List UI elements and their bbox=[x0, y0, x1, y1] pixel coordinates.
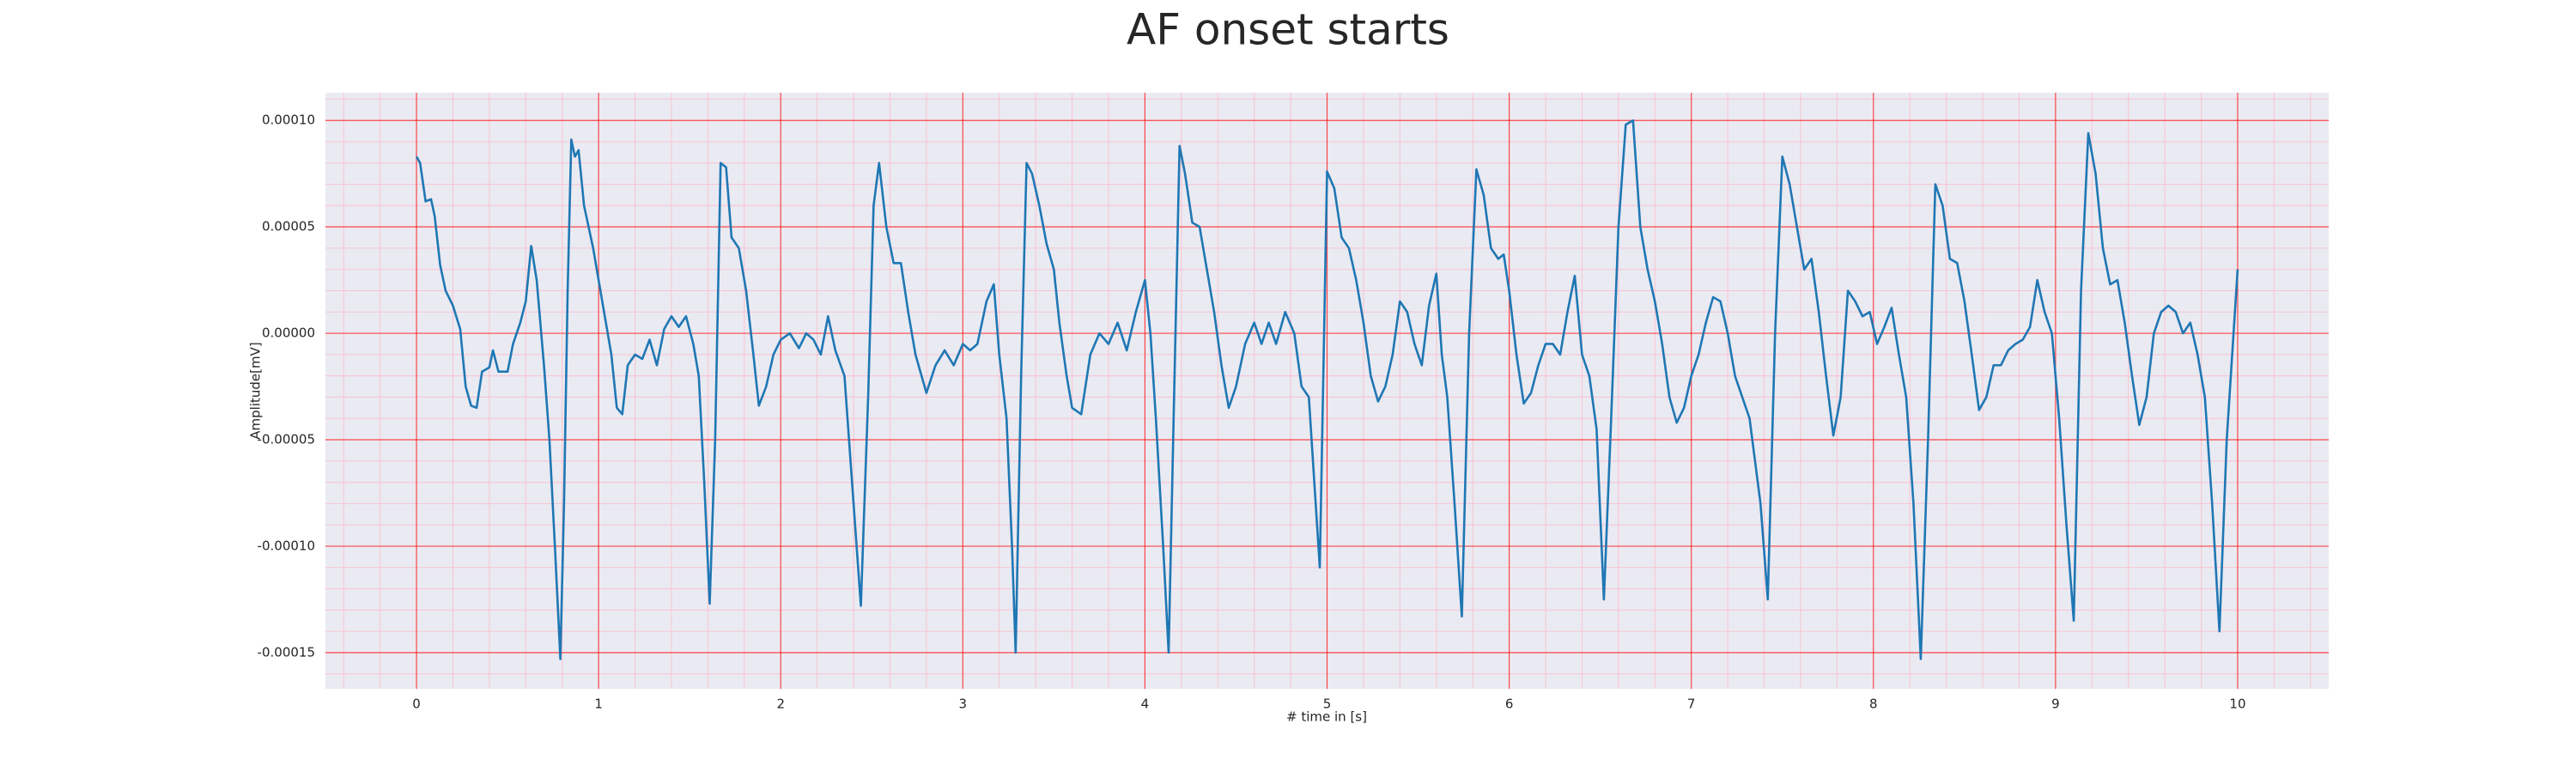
x-tick-label: 0 bbox=[412, 697, 421, 712]
x-tick-label: 8 bbox=[1869, 697, 1878, 712]
y-tick-label: -0.00010 bbox=[258, 538, 315, 553]
x-tick-label: 7 bbox=[1687, 697, 1696, 712]
chart-title: AF onset starts bbox=[1127, 5, 1449, 55]
x-axis-label: # time in [s] bbox=[1286, 709, 1367, 725]
y-tick-label: 0.00005 bbox=[262, 219, 315, 234]
y-tick-label: 0.00010 bbox=[262, 113, 315, 128]
y-tick-label: -0.00015 bbox=[258, 644, 315, 660]
x-tick-label: 9 bbox=[2051, 697, 2060, 712]
y-tick-label: 0.00000 bbox=[262, 326, 315, 341]
x-tick-label: 3 bbox=[959, 697, 968, 712]
x-tick-label: 4 bbox=[1141, 697, 1150, 712]
line-series bbox=[415, 119, 2239, 660]
x-tick-label: 5 bbox=[1323, 697, 1332, 712]
x-tick-label: 6 bbox=[1505, 697, 1514, 712]
y-axis-label: Amplitude[mV] bbox=[248, 342, 264, 439]
x-tick-label: 1 bbox=[594, 697, 603, 712]
x-tick-label: 10 bbox=[2229, 697, 2245, 712]
x-tick-label: 2 bbox=[776, 697, 785, 712]
y-tick-label: -0.00005 bbox=[258, 432, 315, 447]
